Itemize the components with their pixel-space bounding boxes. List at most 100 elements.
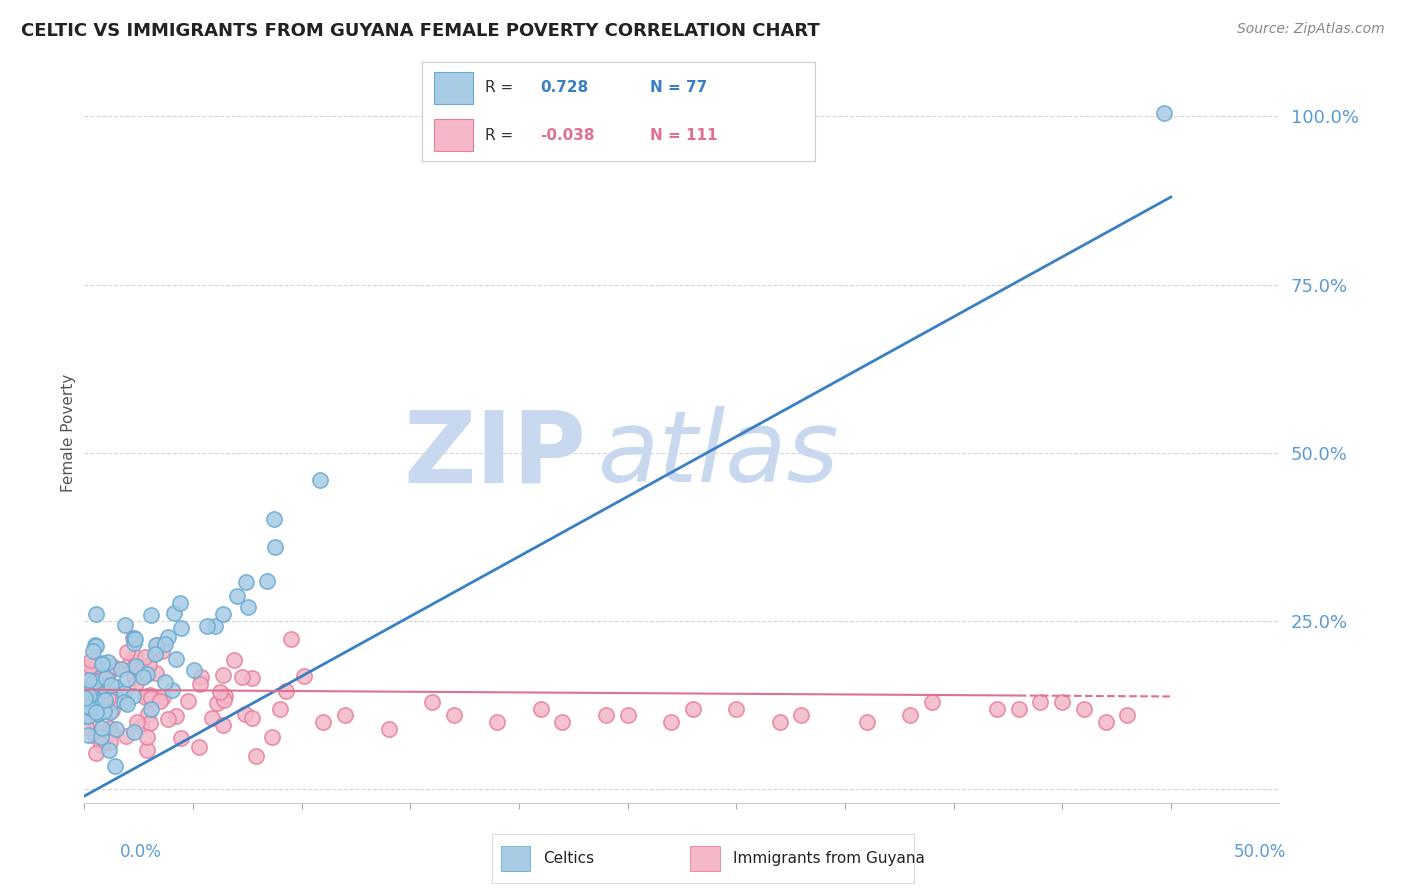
Point <box>122 672 145 686</box>
Point <box>117 672 139 686</box>
Point <box>90 695 112 709</box>
Point <box>124 636 146 650</box>
Point <box>75 693 97 707</box>
Point <box>89 673 111 687</box>
Point <box>79 659 101 673</box>
Point <box>165 709 187 723</box>
FancyBboxPatch shape <box>433 120 472 151</box>
Point <box>224 653 246 667</box>
Point <box>122 632 145 646</box>
Point <box>73 691 96 706</box>
Point <box>190 670 212 684</box>
Point <box>141 607 163 622</box>
Text: R =: R = <box>485 128 517 143</box>
Point <box>103 693 125 707</box>
Point <box>280 632 302 646</box>
Point <box>125 676 148 690</box>
Point <box>156 630 179 644</box>
Point <box>659 714 682 729</box>
Text: ZIP: ZIP <box>404 407 586 503</box>
Point <box>112 695 135 709</box>
Point <box>443 708 465 723</box>
FancyBboxPatch shape <box>690 847 720 871</box>
Point <box>169 596 191 610</box>
Point <box>214 689 236 703</box>
Point <box>195 618 218 632</box>
Point <box>486 714 509 729</box>
Point <box>104 661 127 675</box>
Point <box>240 711 263 725</box>
Point <box>76 728 98 742</box>
Point <box>1073 701 1095 715</box>
Point <box>101 659 124 673</box>
Point <box>530 701 553 715</box>
Point <box>132 670 155 684</box>
Point <box>100 735 122 749</box>
Point <box>79 690 101 704</box>
Point <box>103 693 125 707</box>
Point <box>263 541 285 555</box>
Point <box>80 657 103 672</box>
Point <box>114 618 136 632</box>
Point <box>82 666 104 681</box>
Point <box>76 699 98 714</box>
Point <box>1094 714 1116 729</box>
Point <box>725 701 748 715</box>
Point <box>152 690 174 705</box>
Text: 0.0%: 0.0% <box>120 843 162 861</box>
Point <box>292 669 315 683</box>
Point <box>855 714 877 729</box>
Point <box>124 632 146 647</box>
Point <box>139 702 162 716</box>
Point <box>256 574 278 589</box>
Point <box>150 644 173 658</box>
Point <box>245 748 267 763</box>
Point <box>112 686 135 700</box>
Point <box>135 743 157 757</box>
Point <box>1050 695 1073 709</box>
Point <box>595 708 617 723</box>
Point <box>122 690 145 704</box>
Point <box>138 658 160 673</box>
Text: atlas: atlas <box>599 407 839 503</box>
Point <box>84 698 107 712</box>
Point <box>107 693 129 707</box>
Point <box>121 631 143 645</box>
Point <box>1029 695 1052 709</box>
Point <box>84 674 107 689</box>
Point <box>205 696 228 710</box>
Point <box>616 708 638 723</box>
Point <box>155 637 177 651</box>
Point <box>188 677 211 691</box>
Point <box>79 685 101 699</box>
Point <box>269 701 291 715</box>
Point <box>263 512 285 526</box>
Point <box>235 574 257 589</box>
Point <box>204 618 226 632</box>
Point <box>240 671 263 685</box>
Point <box>188 739 211 754</box>
FancyBboxPatch shape <box>433 72 472 103</box>
Point <box>104 722 127 736</box>
Point <box>77 709 100 723</box>
Point <box>212 607 235 621</box>
Text: -0.038: -0.038 <box>540 128 595 143</box>
Point <box>124 650 146 665</box>
Point <box>94 700 117 714</box>
Point <box>76 709 98 723</box>
Point <box>136 706 159 721</box>
Point <box>77 673 100 687</box>
Point <box>79 701 101 715</box>
Point <box>986 701 1008 715</box>
Point <box>134 650 156 665</box>
Text: 0.728: 0.728 <box>540 80 588 95</box>
Point <box>96 691 118 706</box>
Point <box>110 662 132 676</box>
Point <box>170 731 193 745</box>
Point <box>75 696 97 710</box>
Point <box>84 675 107 690</box>
Point <box>921 695 943 709</box>
Point <box>165 652 187 666</box>
Point <box>236 599 259 614</box>
Point <box>769 714 792 729</box>
